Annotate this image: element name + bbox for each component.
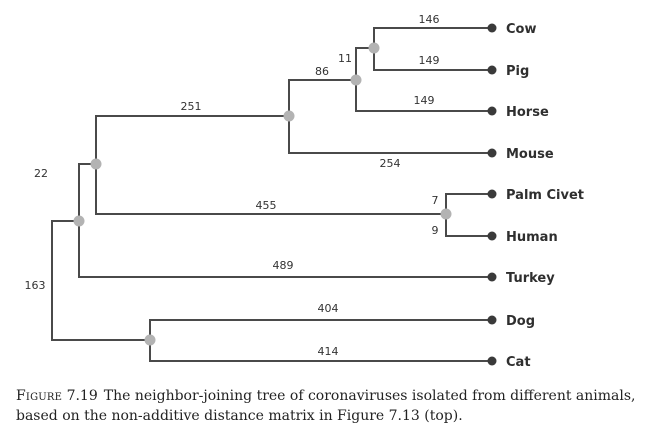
internal-node <box>350 74 362 86</box>
branch-length-palm-civet: 7 <box>432 194 439 207</box>
internal-nodes <box>73 42 452 346</box>
branch-length-sars-clade: 455 <box>256 199 277 212</box>
taxon-label-human: Human <box>506 230 558 245</box>
branch-mouse <box>288 116 491 154</box>
branch-cow <box>373 27 491 48</box>
taxon-label-palm-civet: Palm Civet <box>506 188 584 203</box>
branch-length-pig: 149 <box>419 54 440 67</box>
taxon-labels: Cow Pig Horse Mouse Palm Civet Human Tur… <box>506 22 584 370</box>
branch-length-dog: 404 <box>318 302 339 315</box>
branch-length-cow: 146 <box>419 13 440 26</box>
branch-root-upper <box>51 220 150 341</box>
branch-cow-pig-clade <box>355 47 374 80</box>
tip-node-palm-civet <box>487 189 497 199</box>
branch-length-mammal-clade: 251 <box>181 100 202 113</box>
taxon-label-horse: Horse <box>506 105 549 120</box>
branch-main-clade <box>78 163 96 221</box>
branch-length-root-upper: 163 <box>25 279 46 292</box>
tip-node-pig <box>487 65 497 75</box>
branch-turkey <box>78 221 491 278</box>
tip-node-cow <box>487 23 497 33</box>
internal-node <box>144 334 156 346</box>
tip-node-turkey <box>487 272 497 282</box>
figure-caption: Figure 7.19 The neighbor-joining tree of … <box>16 386 636 426</box>
taxon-label-pig: Pig <box>506 64 529 79</box>
branch-length-human: 9 <box>432 224 439 237</box>
tip-node-cat <box>487 356 497 366</box>
branch-length-mouse: 254 <box>380 157 401 170</box>
branch-length-labels: 146 149 11 149 86 254 251 7 9 455 22 489… <box>25 13 440 358</box>
figure-number: 7.19 <box>66 388 98 404</box>
phylogenetic-tree: Cow Pig Horse Mouse Palm Civet Human Tur… <box>25 13 584 370</box>
branch-root-lower <box>149 319 491 340</box>
tip-node-mouse <box>487 148 497 158</box>
branch-length-cow-pig-clade: 11 <box>338 52 352 65</box>
figure-caption-text: The neighbor-joining tree of coronavirus… <box>16 388 636 424</box>
tree-branches <box>51 27 491 362</box>
branch-length-cat: 414 <box>318 345 339 358</box>
branch-length-main-clade: 22 <box>34 167 48 180</box>
internal-node <box>368 42 380 54</box>
internal-node <box>90 158 102 170</box>
tip-node-dog <box>487 315 497 325</box>
branch-horse <box>355 80 491 112</box>
branch-length-ungulate-clade: 86 <box>315 65 329 78</box>
internal-node <box>73 215 85 227</box>
taxon-label-cow: Cow <box>506 22 536 37</box>
internal-node <box>440 208 452 220</box>
branch-palm-civet <box>445 193 491 214</box>
taxon-label-cat: Cat <box>506 355 531 370</box>
branch-sars-clade <box>95 164 446 215</box>
taxon-label-mouse: Mouse <box>506 147 554 162</box>
taxon-label-dog: Dog <box>506 314 535 329</box>
branch-length-horse: 149 <box>414 94 435 107</box>
branch-cat <box>149 340 491 362</box>
branch-length-turkey: 489 <box>273 259 294 272</box>
taxon-label-turkey: Turkey <box>506 271 555 286</box>
tip-node-human <box>487 231 497 241</box>
internal-node <box>283 110 295 122</box>
branch-ungulate-clade <box>288 79 356 116</box>
tip-node-horse <box>487 106 497 116</box>
branch-mammal-clade <box>95 115 289 164</box>
branch-pig <box>373 48 491 71</box>
branch-human <box>445 214 491 237</box>
tip-nodes <box>487 23 497 366</box>
figure-label: Figure <box>16 388 63 404</box>
